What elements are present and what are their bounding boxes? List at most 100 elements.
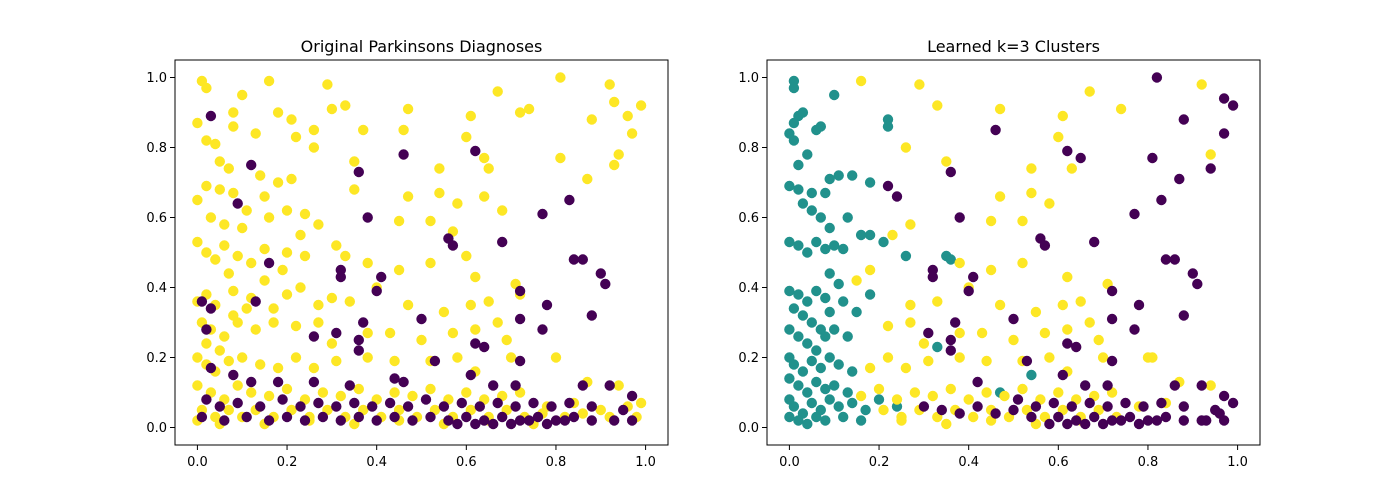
point-cluster-2	[313, 299, 324, 311]
point-cluster-2	[398, 124, 409, 136]
point-cluster-0	[568, 411, 580, 423]
point-cluster-1	[820, 243, 831, 255]
point-cluster-0	[1106, 285, 1118, 297]
point-cluster-2	[295, 229, 306, 241]
y-tick-label: 0.8	[146, 141, 167, 156]
y-tick-label: 0.2	[146, 351, 167, 366]
point-cluster-1	[842, 331, 853, 342]
point-cluster-0	[1218, 128, 1230, 139]
point-cluster-1	[788, 82, 800, 94]
point-cluster-2	[241, 205, 252, 216]
point-cluster-0	[389, 373, 400, 384]
point-cluster-1	[797, 107, 809, 118]
point-cluster-0	[586, 415, 597, 426]
point-cluster-0	[1192, 278, 1203, 290]
point-cluster-2	[308, 142, 320, 153]
point-cluster-2	[465, 110, 476, 122]
point-cluster-2	[492, 317, 503, 328]
point-cluster-2	[864, 362, 876, 374]
point-cluster-2	[232, 250, 243, 262]
x-tick-label: 0.0	[187, 455, 208, 470]
point-cluster-2	[192, 236, 203, 248]
point-cluster-2	[465, 299, 476, 311]
point-cluster-2	[896, 415, 907, 426]
point-cluster-1	[842, 212, 853, 223]
point-cluster-2	[331, 355, 342, 367]
point-cluster-2	[259, 191, 270, 202]
point-cluster-0	[990, 124, 1001, 136]
point-cluster-2	[492, 86, 503, 97]
point-cluster-0	[1169, 380, 1181, 391]
point-cluster-2	[447, 327, 459, 339]
point-cluster-2	[878, 404, 889, 416]
point-cluster-0	[950, 317, 961, 328]
point-cluster-2	[1026, 187, 1037, 199]
point-cluster-2	[891, 394, 903, 405]
point-cluster-2	[272, 177, 284, 188]
point-cluster-2	[228, 107, 239, 118]
point-cluster-0	[232, 198, 243, 209]
point-cluster-1	[824, 306, 835, 318]
point-cluster-0	[1053, 411, 1064, 423]
point-cluster-2	[232, 380, 243, 391]
point-cluster-2	[882, 320, 894, 332]
point-cluster-0	[505, 418, 517, 430]
point-cluster-2	[905, 299, 916, 311]
point-cluster-0	[882, 180, 894, 192]
point-cluster-0	[1151, 72, 1163, 83]
point-cluster-2	[416, 334, 427, 346]
point-cluster-0	[313, 397, 324, 409]
point-cluster-2	[326, 338, 338, 349]
point-cluster-1	[820, 383, 831, 395]
point-cluster-0	[317, 411, 329, 423]
point-cluster-2	[1053, 131, 1064, 143]
point-cluster-0	[954, 408, 965, 419]
point-cluster-1	[945, 254, 956, 265]
point-cluster-1	[806, 187, 817, 199]
y-tick-label: 0.6	[738, 211, 759, 226]
point-cluster-0	[1120, 397, 1131, 409]
point-cluster-0	[1147, 152, 1158, 164]
point-cluster-2	[393, 215, 405, 227]
point-cluster-1	[797, 198, 809, 209]
point-cluster-2	[555, 72, 566, 83]
point-cluster-0	[389, 411, 400, 423]
point-cluster-0	[1106, 355, 1118, 367]
point-cluster-1	[855, 415, 867, 426]
point-cluster-0	[384, 397, 396, 409]
point-cluster-2	[550, 352, 562, 363]
point-cluster-0	[968, 271, 979, 283]
point-cluster-0	[1084, 397, 1095, 409]
point-cluster-0	[362, 212, 373, 223]
point-cluster-1	[838, 243, 849, 255]
point-cluster-2	[941, 418, 952, 430]
point-cluster-2	[237, 89, 248, 101]
left-scatter-panel: Original Parkinsons Diagnoses 0.0 0.2 0.4 0.…	[146, 37, 669, 470]
point-cluster-0	[510, 380, 521, 391]
x-tick-label: 0.6	[456, 455, 477, 470]
point-cluster-2	[299, 208, 311, 220]
point-cluster-2	[1093, 334, 1104, 346]
point-cluster-2	[214, 345, 225, 356]
point-cluster-2	[349, 184, 360, 195]
point-cluster-1	[811, 345, 822, 356]
point-cluster-2	[1066, 163, 1078, 174]
point-cluster-0	[1174, 173, 1185, 185]
point-cluster-2	[622, 110, 633, 122]
point-cluster-0	[963, 285, 974, 297]
point-cluster-2	[855, 390, 867, 402]
point-cluster-2	[1057, 299, 1069, 311]
axes-frame	[766, 59, 1261, 446]
point-cluster-1	[847, 397, 858, 409]
point-cluster-0	[1205, 163, 1216, 174]
point-cluster-0	[514, 415, 526, 426]
point-cluster-0	[532, 411, 544, 423]
point-cluster-2	[192, 352, 203, 363]
point-cluster-0	[470, 145, 481, 157]
point-cluster-0	[398, 149, 409, 160]
point-cluster-2	[425, 257, 436, 269]
y-tick-label: 0.0	[146, 421, 167, 436]
point-cluster-2	[219, 240, 230, 251]
point-cluster-2	[595, 404, 606, 416]
point-cluster-2	[246, 387, 257, 398]
